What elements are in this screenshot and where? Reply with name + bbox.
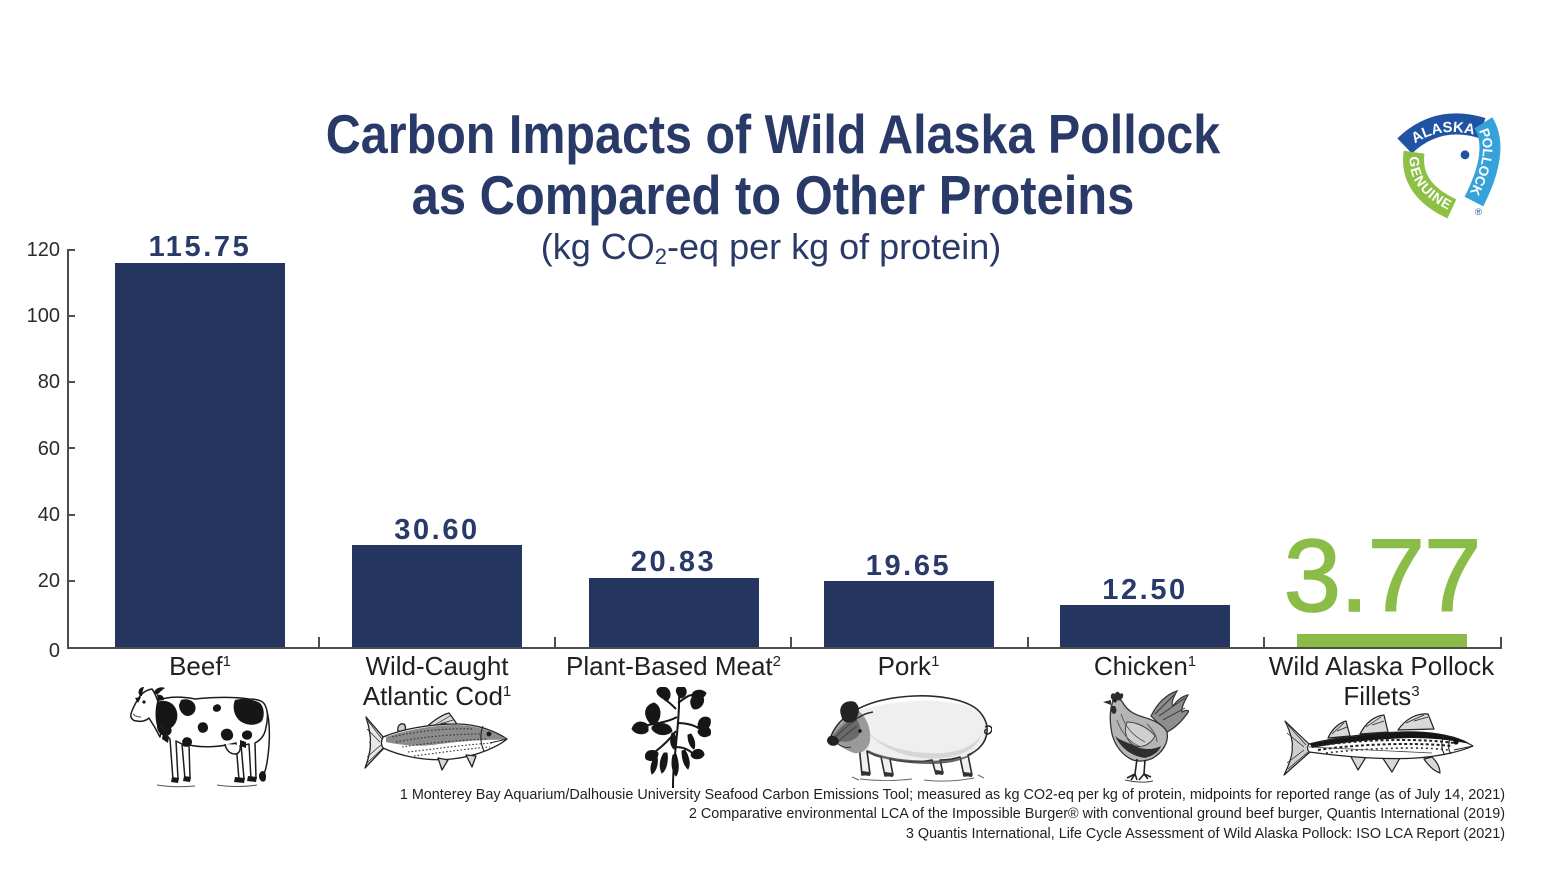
svg-text:®: ® bbox=[1475, 207, 1482, 218]
